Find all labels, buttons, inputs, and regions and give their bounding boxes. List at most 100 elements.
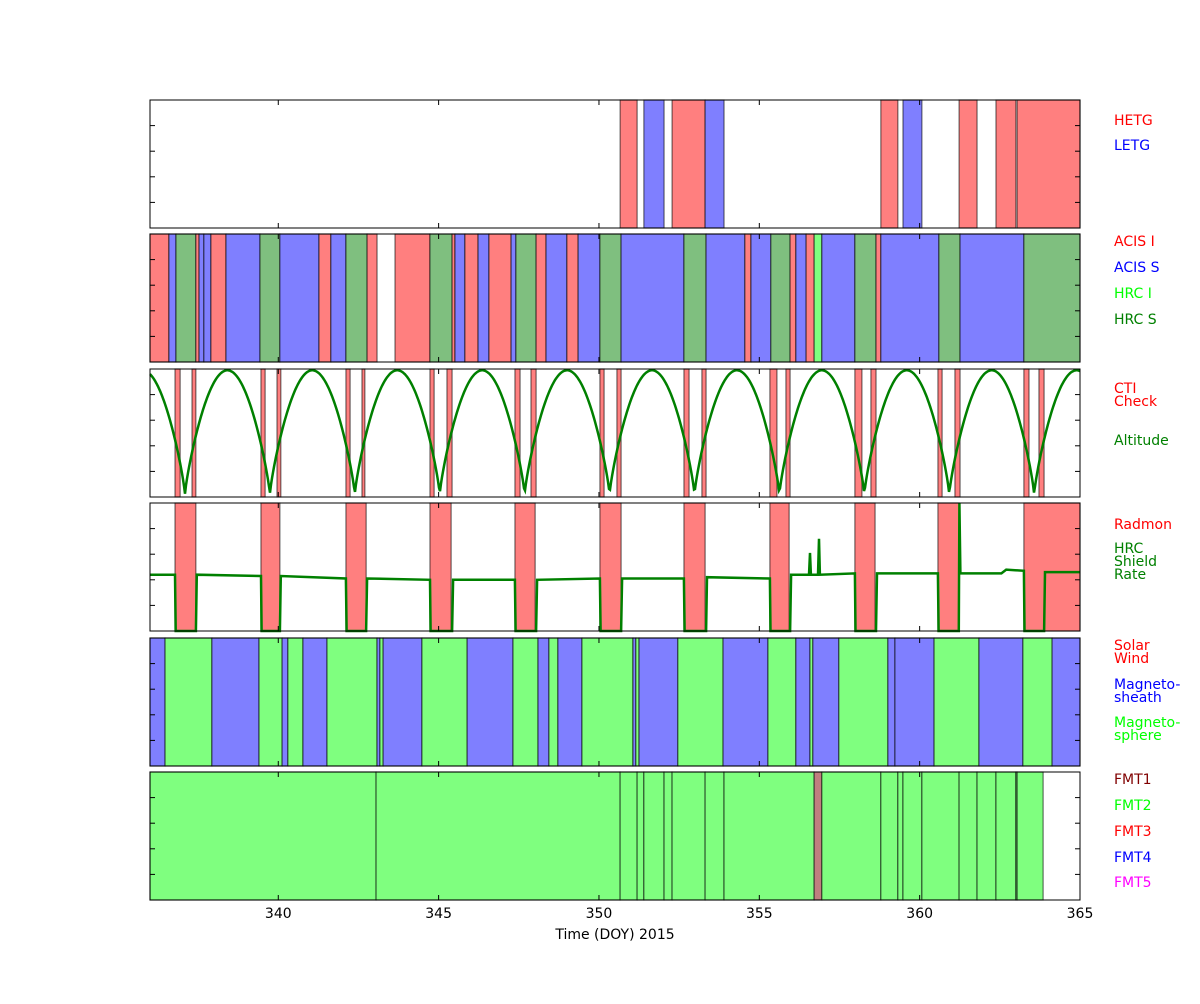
band-magnetosphere xyxy=(512,637,539,767)
band-cti-check xyxy=(260,368,266,498)
legend-label: HRC I xyxy=(1114,286,1152,302)
band-acis-s xyxy=(330,233,347,363)
band-magnetosphere xyxy=(933,637,980,767)
band-hrc-s xyxy=(854,233,877,363)
band-acis-i xyxy=(805,233,815,363)
band-acis-s xyxy=(510,233,517,363)
band-hrc-s xyxy=(175,233,197,363)
band-letg xyxy=(704,99,725,229)
panel-frame xyxy=(149,368,1081,498)
band-acis-s xyxy=(477,233,490,363)
band-hetg xyxy=(995,99,1017,229)
band-acis-i xyxy=(566,233,579,363)
band-acis-s xyxy=(168,233,177,363)
band-hetg xyxy=(671,99,706,229)
band-fmt2 xyxy=(704,771,725,901)
band-magnetosphere xyxy=(767,637,797,767)
band-magnetosphere xyxy=(548,637,559,767)
band-hrc-s xyxy=(770,233,791,363)
band-cti-check xyxy=(514,368,521,498)
band-radmon xyxy=(429,502,452,632)
band-hrc-s xyxy=(515,233,537,363)
band-cti-check xyxy=(345,368,351,498)
band-acis-i xyxy=(394,233,431,363)
panel-frame xyxy=(149,233,1081,363)
band-magnetosheath xyxy=(1051,637,1081,767)
legend-label: Rate xyxy=(1114,567,1146,583)
legend-label: Wind xyxy=(1114,651,1149,667)
band-magnetosheath xyxy=(382,637,423,767)
band-radmon xyxy=(854,502,876,632)
x-tick-label: 365 xyxy=(1067,906,1094,922)
legend-label: HETG xyxy=(1114,113,1153,129)
band-hrc-s xyxy=(683,233,707,363)
band-radmon xyxy=(260,502,281,632)
band-acis-s xyxy=(203,233,212,363)
band-fmt2 xyxy=(880,771,899,901)
band-hrc-s xyxy=(599,233,622,363)
band-fmt2 xyxy=(619,771,638,901)
band-acis-i xyxy=(789,233,797,363)
band-magnetosphere xyxy=(677,637,724,767)
band-cti-check xyxy=(361,368,366,498)
legend-label: FMT2 xyxy=(1114,798,1152,814)
panel-frame xyxy=(149,99,1081,229)
band-magnetosphere xyxy=(326,637,378,767)
panel-gratings: HETG LETG xyxy=(149,99,1153,229)
band-fmt2 xyxy=(723,771,815,901)
band-cti-check xyxy=(429,368,435,498)
band-fmt2 xyxy=(375,771,621,901)
band-magnetosphere xyxy=(258,637,283,767)
band-acis-i xyxy=(366,233,378,363)
band-cti-check xyxy=(683,368,690,498)
band-acis-s xyxy=(795,233,807,363)
legend-label: CTI xyxy=(1114,381,1136,397)
band-magnetosheath xyxy=(281,637,289,767)
band-cti-check xyxy=(769,368,778,498)
legend-label: HRC xyxy=(1114,541,1144,557)
band-hrc-s xyxy=(345,233,368,363)
band-acis-i xyxy=(875,233,882,363)
legend-label: Solar xyxy=(1114,638,1150,654)
band-cti-check xyxy=(174,368,181,498)
band-magnetosheath xyxy=(894,637,935,767)
x-tick-label: 355 xyxy=(746,906,773,922)
band-cti-check xyxy=(954,368,961,498)
band-magnetosheath xyxy=(557,637,583,767)
band-cti-check xyxy=(785,368,791,498)
legend-label: ACIS S xyxy=(1114,260,1160,276)
band-radmon xyxy=(769,502,790,632)
x-tick-label: 345 xyxy=(425,906,452,922)
band-acis-i xyxy=(535,233,547,363)
band-magnetosheath xyxy=(149,637,166,767)
legend-label: HRC S xyxy=(1114,312,1157,328)
panel-frame xyxy=(149,637,1081,767)
x-axis-label: Time (DOY) 2015 xyxy=(554,927,674,943)
x-tick-label: 350 xyxy=(586,906,613,922)
band-fmt2 xyxy=(1016,771,1044,901)
band-acis-i xyxy=(744,233,752,363)
band-hrc-s xyxy=(259,233,281,363)
band-fmt2 xyxy=(921,771,960,901)
legend-label: Altitude xyxy=(1114,433,1169,449)
band-magnetosheath xyxy=(537,637,550,767)
legend-label: Magneto- xyxy=(1114,715,1180,731)
band-magnetosheath xyxy=(978,637,1024,767)
band-fmt2 xyxy=(897,771,904,901)
legend-label: Shield xyxy=(1114,554,1157,570)
band-cti-check xyxy=(1023,368,1030,498)
legend-label: ACIS I xyxy=(1114,234,1155,250)
band-magnetosphere xyxy=(581,637,634,767)
band-fmt2 xyxy=(663,771,673,901)
band-acis-s xyxy=(577,233,601,363)
legend-label: FMT1 xyxy=(1114,772,1152,788)
band-acis-i xyxy=(149,233,170,363)
band-fmt2 xyxy=(643,771,665,901)
legend-label: FMT5 xyxy=(1114,875,1152,891)
band-radmon xyxy=(1023,502,1081,632)
band-hetg xyxy=(619,99,638,229)
band-fmt1 xyxy=(813,771,823,901)
